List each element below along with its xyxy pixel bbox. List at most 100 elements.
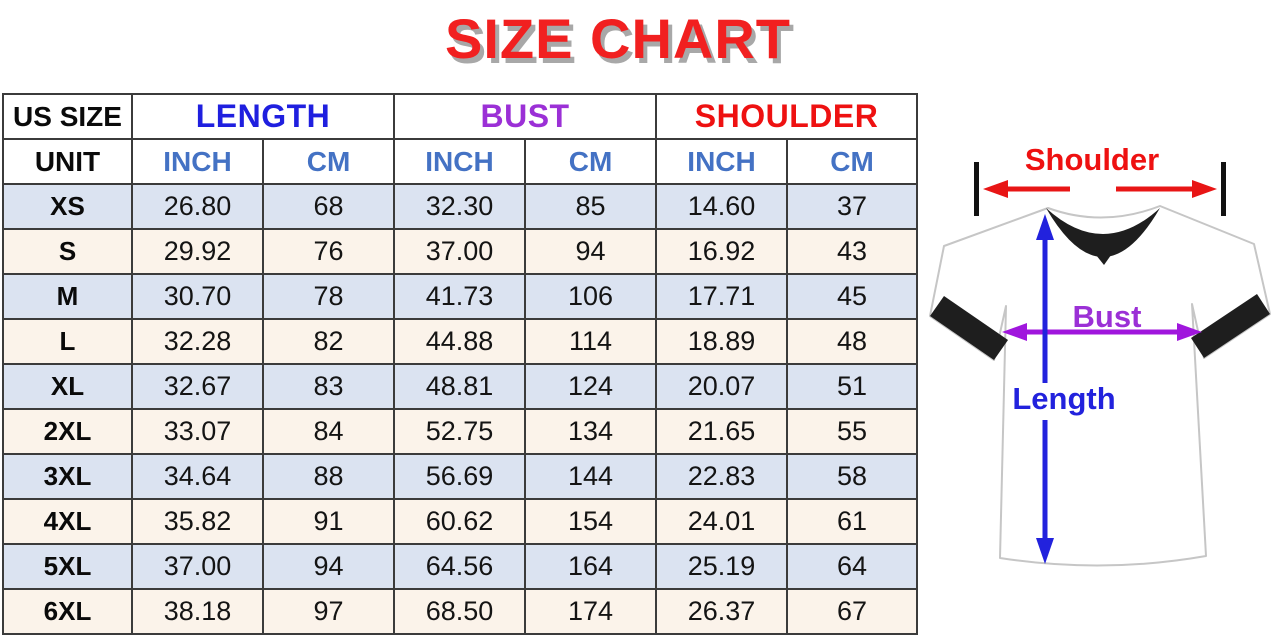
value-cell: 97 <box>261 588 396 635</box>
size-cell: 2XL <box>2 408 133 455</box>
value-cell: 43 <box>786 228 919 275</box>
value-cell: 68 <box>261 183 396 230</box>
value-cell: 124 <box>524 363 658 410</box>
value-cell: 37 <box>786 183 919 230</box>
value-cell: 61 <box>786 498 919 545</box>
shoulder-arrow-right-head <box>1192 180 1217 198</box>
shoulder-inch-header: INCH <box>655 138 789 185</box>
shoulder-right-tick <box>1221 162 1226 216</box>
value-cell: 17.71 <box>655 273 789 320</box>
value-cell: 35.82 <box>131 498 264 545</box>
value-cell: 25.19 <box>655 543 789 590</box>
shoulder-cm-header: CM <box>786 138 919 185</box>
value-cell: 106 <box>524 273 658 320</box>
tshirt-measurement-figure: Shoulder Bust Length <box>920 138 1280 644</box>
value-cell: 45 <box>786 273 919 320</box>
value-cell: 64 <box>786 543 919 590</box>
table-row: M 30.70 78 41.73 106 17.71 45 <box>2 273 919 320</box>
value-cell: 94 <box>261 543 396 590</box>
bust-measure-label: Bust <box>1073 299 1142 334</box>
value-cell: 38.18 <box>131 588 264 635</box>
size-cell: 3XL <box>2 453 133 500</box>
size-cell: S <box>2 228 133 275</box>
value-cell: 32.67 <box>131 363 264 410</box>
table-row: XL 32.67 83 48.81 124 20.07 51 <box>2 363 919 410</box>
size-cell: L <box>2 318 133 365</box>
unit-header: UNIT <box>2 138 133 185</box>
value-cell: 14.60 <box>655 183 789 230</box>
length-measure-label: Length <box>1012 381 1115 416</box>
value-cell: 32.28 <box>131 318 264 365</box>
unit-header-row: UNIT INCH CM INCH CM INCH CM <box>2 138 919 185</box>
length-cm-header: CM <box>261 138 396 185</box>
table-body: XS 26.80 68 32.30 85 14.60 37 S 29.92 76 37.00 94 16… <box>2 183 919 635</box>
table-row: 6XL 38.18 97 68.50 174 26.37 67 <box>2 588 919 635</box>
value-cell: 34.64 <box>131 453 264 500</box>
size-cell: XL <box>2 363 133 410</box>
size-cell: M <box>2 273 133 320</box>
value-cell: 41.73 <box>393 273 527 320</box>
value-cell: 26.37 <box>655 588 789 635</box>
tshirt-body <box>929 205 1271 567</box>
tshirt-diagram: Shoulder Bust Length <box>929 142 1271 567</box>
value-cell: 84 <box>261 408 396 455</box>
value-cell: 55 <box>786 408 919 455</box>
value-cell: 91 <box>261 498 396 545</box>
table-header: US SIZE LENGTH BUST SHOULDER UNIT INCH C… <box>2 93 919 185</box>
value-cell: 44.88 <box>393 318 527 365</box>
value-cell: 68.50 <box>393 588 527 635</box>
value-cell: 32.30 <box>393 183 527 230</box>
value-cell: 174 <box>524 588 658 635</box>
bust-group-header: BUST <box>393 93 658 140</box>
value-cell: 56.69 <box>393 453 527 500</box>
value-cell: 78 <box>261 273 396 320</box>
value-cell: 60.62 <box>393 498 527 545</box>
bust-inch-header: INCH <box>393 138 527 185</box>
value-cell: 88 <box>261 453 396 500</box>
tshirt-collar-notch <box>1092 248 1116 265</box>
value-cell: 67 <box>786 588 919 635</box>
value-cell: 30.70 <box>131 273 264 320</box>
value-cell: 48.81 <box>393 363 527 410</box>
value-cell: 94 <box>524 228 658 275</box>
table-row: L 32.28 82 44.88 114 18.89 48 <box>2 318 919 365</box>
value-cell: 52.75 <box>393 408 527 455</box>
value-cell: 48 <box>786 318 919 365</box>
value-cell: 18.89 <box>655 318 789 365</box>
value-cell: 85 <box>524 183 658 230</box>
size-cell: 6XL <box>2 588 133 635</box>
value-cell: 51 <box>786 363 919 410</box>
tshirt-right-cuff <box>1191 294 1270 358</box>
shoulder-group-header: SHOULDER <box>655 93 919 140</box>
value-cell: 58 <box>786 453 919 500</box>
group-header-row: US SIZE LENGTH BUST SHOULDER <box>2 93 919 140</box>
length-group-header: LENGTH <box>130 93 396 140</box>
value-cell: 154 <box>524 498 658 545</box>
table-row: 5XL 37.00 94 64.56 164 25.19 64 <box>2 543 919 590</box>
tshirt-collar <box>1046 208 1160 257</box>
table-row: 2XL 33.07 84 52.75 134 21.65 55 <box>2 408 919 455</box>
value-cell: 22.83 <box>655 453 789 500</box>
us-size-header: US SIZE <box>2 93 133 140</box>
value-cell: 144 <box>524 453 658 500</box>
value-cell: 20.07 <box>655 363 789 410</box>
value-cell: 21.65 <box>655 408 789 455</box>
value-cell: 164 <box>524 543 658 590</box>
shoulder-left-tick <box>974 162 979 216</box>
value-cell: 37.00 <box>393 228 527 275</box>
length-arrow-top-head <box>1036 214 1054 240</box>
value-cell: 33.07 <box>131 408 264 455</box>
bust-arrow-left-head <box>1002 323 1027 341</box>
length-inch-header: INCH <box>131 138 264 185</box>
shoulder-arrow-left-head <box>983 180 1008 198</box>
length-arrow-bottom-head <box>1036 538 1054 564</box>
value-cell: 134 <box>524 408 658 455</box>
value-cell: 83 <box>261 363 396 410</box>
value-cell: 29.92 <box>131 228 264 275</box>
page-title: SIZE CHART <box>445 7 791 70</box>
table-row: XS 26.80 68 32.30 85 14.60 37 <box>2 183 919 230</box>
value-cell: 114 <box>524 318 658 365</box>
value-cell: 37.00 <box>131 543 264 590</box>
size-cell: 4XL <box>2 498 133 545</box>
